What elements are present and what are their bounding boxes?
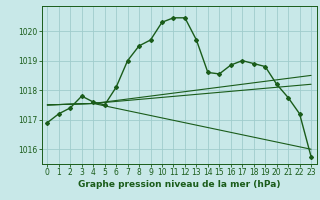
X-axis label: Graphe pression niveau de la mer (hPa): Graphe pression niveau de la mer (hPa) <box>78 180 280 189</box>
